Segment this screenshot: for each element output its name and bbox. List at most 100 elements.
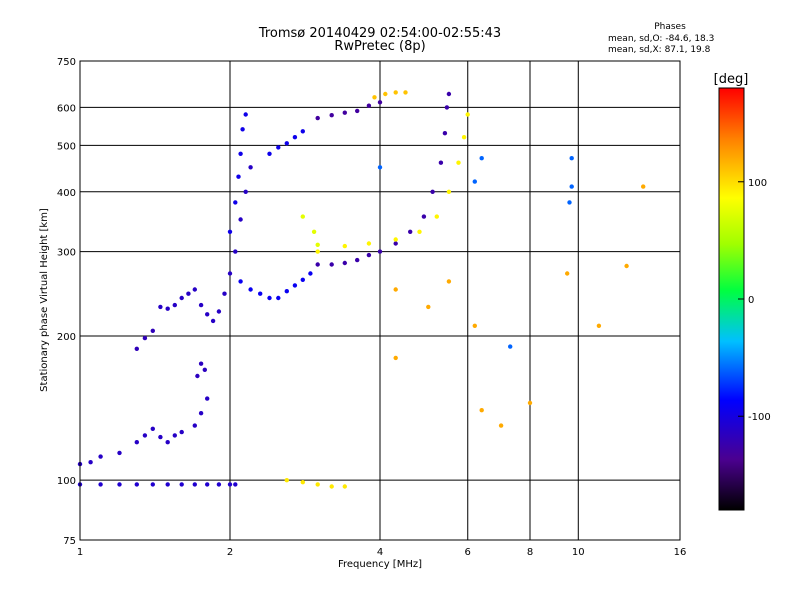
data-point-0 bbox=[117, 482, 122, 487]
data-point-12 bbox=[417, 229, 422, 234]
data-point-13 bbox=[315, 242, 320, 247]
data-point-0 bbox=[227, 482, 233, 487]
chart-title: Tromsø 20140429 02:54:00-02:55:43 bbox=[258, 26, 502, 41]
data-point-7 bbox=[300, 129, 305, 134]
data-point-5 bbox=[233, 200, 238, 205]
data-point-8 bbox=[438, 160, 444, 165]
data-point-6 bbox=[258, 291, 263, 296]
data-point-4 bbox=[233, 249, 238, 254]
data-point-14 bbox=[393, 287, 398, 292]
data-point-12 bbox=[393, 237, 398, 242]
data-point-4 bbox=[165, 306, 170, 311]
data-point-8 bbox=[421, 214, 427, 219]
data-point-5 bbox=[236, 174, 241, 179]
data-point-9 bbox=[315, 115, 320, 121]
data-point-4 bbox=[238, 217, 243, 222]
data-point-0 bbox=[98, 482, 103, 487]
data-point-10 bbox=[329, 484, 334, 489]
data-point-5 bbox=[227, 229, 233, 234]
y-tick-label: 400 bbox=[57, 188, 76, 199]
colorbar-tick-label: 0 bbox=[748, 295, 754, 306]
data-point-13 bbox=[300, 214, 305, 219]
data-point-9 bbox=[329, 113, 334, 118]
data-point-4 bbox=[186, 291, 191, 296]
data-point-0 bbox=[205, 482, 210, 487]
x-tick-label: 2 bbox=[227, 547, 233, 558]
data-point-1 bbox=[158, 434, 163, 440]
data-point-4 bbox=[248, 165, 253, 170]
phases-title: Phases bbox=[654, 22, 686, 32]
data-point-0 bbox=[134, 482, 139, 487]
data-point-9 bbox=[342, 110, 347, 115]
x-tick-label: 10 bbox=[572, 547, 585, 558]
data-point-8 bbox=[342, 260, 347, 266]
data-point-3 bbox=[134, 346, 139, 351]
data-point-15 bbox=[508, 344, 513, 349]
data-point-6 bbox=[284, 289, 289, 294]
data-point-0 bbox=[192, 482, 197, 487]
data-point-0 bbox=[216, 482, 222, 487]
data-point-12 bbox=[366, 241, 372, 246]
data-point-1 bbox=[192, 423, 197, 428]
data-point-15 bbox=[569, 156, 574, 161]
y-tick-label: 600 bbox=[57, 103, 76, 114]
data-point-8 bbox=[377, 249, 383, 254]
y-axis-label: Stationary phase Virtual Height [km] bbox=[39, 208, 50, 392]
data-point-4 bbox=[243, 189, 248, 194]
data-point-4 bbox=[172, 302, 177, 308]
data-point-1 bbox=[172, 433, 177, 438]
data-point-4 bbox=[179, 295, 184, 301]
data-point-14 bbox=[426, 304, 431, 310]
data-point-1 bbox=[98, 454, 103, 459]
data-point-1 bbox=[165, 440, 170, 445]
data-point-6 bbox=[248, 287, 253, 292]
data-point-10 bbox=[300, 480, 305, 485]
data-point-4 bbox=[198, 302, 204, 308]
data-point-4 bbox=[205, 312, 210, 317]
phase-stats-x: mean, sd,X: 87.1, 19.8 bbox=[608, 45, 711, 55]
data-point-8 bbox=[408, 229, 413, 234]
phase-stats-o: mean, sd,O: -84.6, 18.3 bbox=[608, 34, 715, 44]
y-tick-label: 75 bbox=[63, 536, 76, 547]
data-point-4 bbox=[210, 318, 216, 324]
data-point-12 bbox=[456, 160, 461, 165]
data-point-7 bbox=[284, 141, 289, 146]
data-point-11 bbox=[383, 91, 388, 97]
colorbar-label: [deg] bbox=[714, 72, 749, 87]
y-tick-label: 500 bbox=[57, 141, 76, 152]
data-point-5 bbox=[243, 112, 248, 117]
data-point-15 bbox=[569, 184, 574, 189]
data-point-4 bbox=[227, 271, 233, 276]
data-point-6 bbox=[238, 279, 243, 284]
data-point-10 bbox=[342, 484, 347, 489]
x-tick-label: 1 bbox=[77, 547, 83, 558]
data-point-7 bbox=[276, 145, 281, 150]
colorbar-ticks: -100 0 100 bbox=[738, 178, 771, 423]
data-point-1 bbox=[205, 396, 210, 401]
data-point-6 bbox=[300, 277, 305, 282]
data-point-12 bbox=[342, 243, 347, 249]
data-point-12 bbox=[434, 214, 439, 219]
data-point-11 bbox=[372, 95, 377, 100]
data-point-1 bbox=[88, 460, 93, 465]
data-point-12 bbox=[465, 112, 470, 117]
data-point-0 bbox=[150, 482, 155, 487]
data-point-8 bbox=[329, 262, 334, 267]
data-point-0 bbox=[233, 482, 238, 487]
data-point-5 bbox=[238, 151, 243, 156]
x-tick-label: 6 bbox=[465, 547, 471, 558]
data-point-4 bbox=[158, 304, 163, 310]
data-point-14 bbox=[446, 279, 452, 284]
data-point-12 bbox=[446, 189, 452, 194]
data-point-14 bbox=[624, 263, 629, 269]
data-point-12 bbox=[315, 249, 320, 254]
data-point-4 bbox=[216, 309, 222, 314]
y-tick-label: 750 bbox=[57, 57, 76, 68]
data-point-14 bbox=[472, 323, 477, 328]
data-point-9 bbox=[355, 108, 360, 114]
data-point-2 bbox=[195, 373, 200, 379]
data-point-14 bbox=[498, 423, 504, 428]
data-point-1 bbox=[117, 450, 122, 456]
data-point-6 bbox=[308, 271, 313, 276]
